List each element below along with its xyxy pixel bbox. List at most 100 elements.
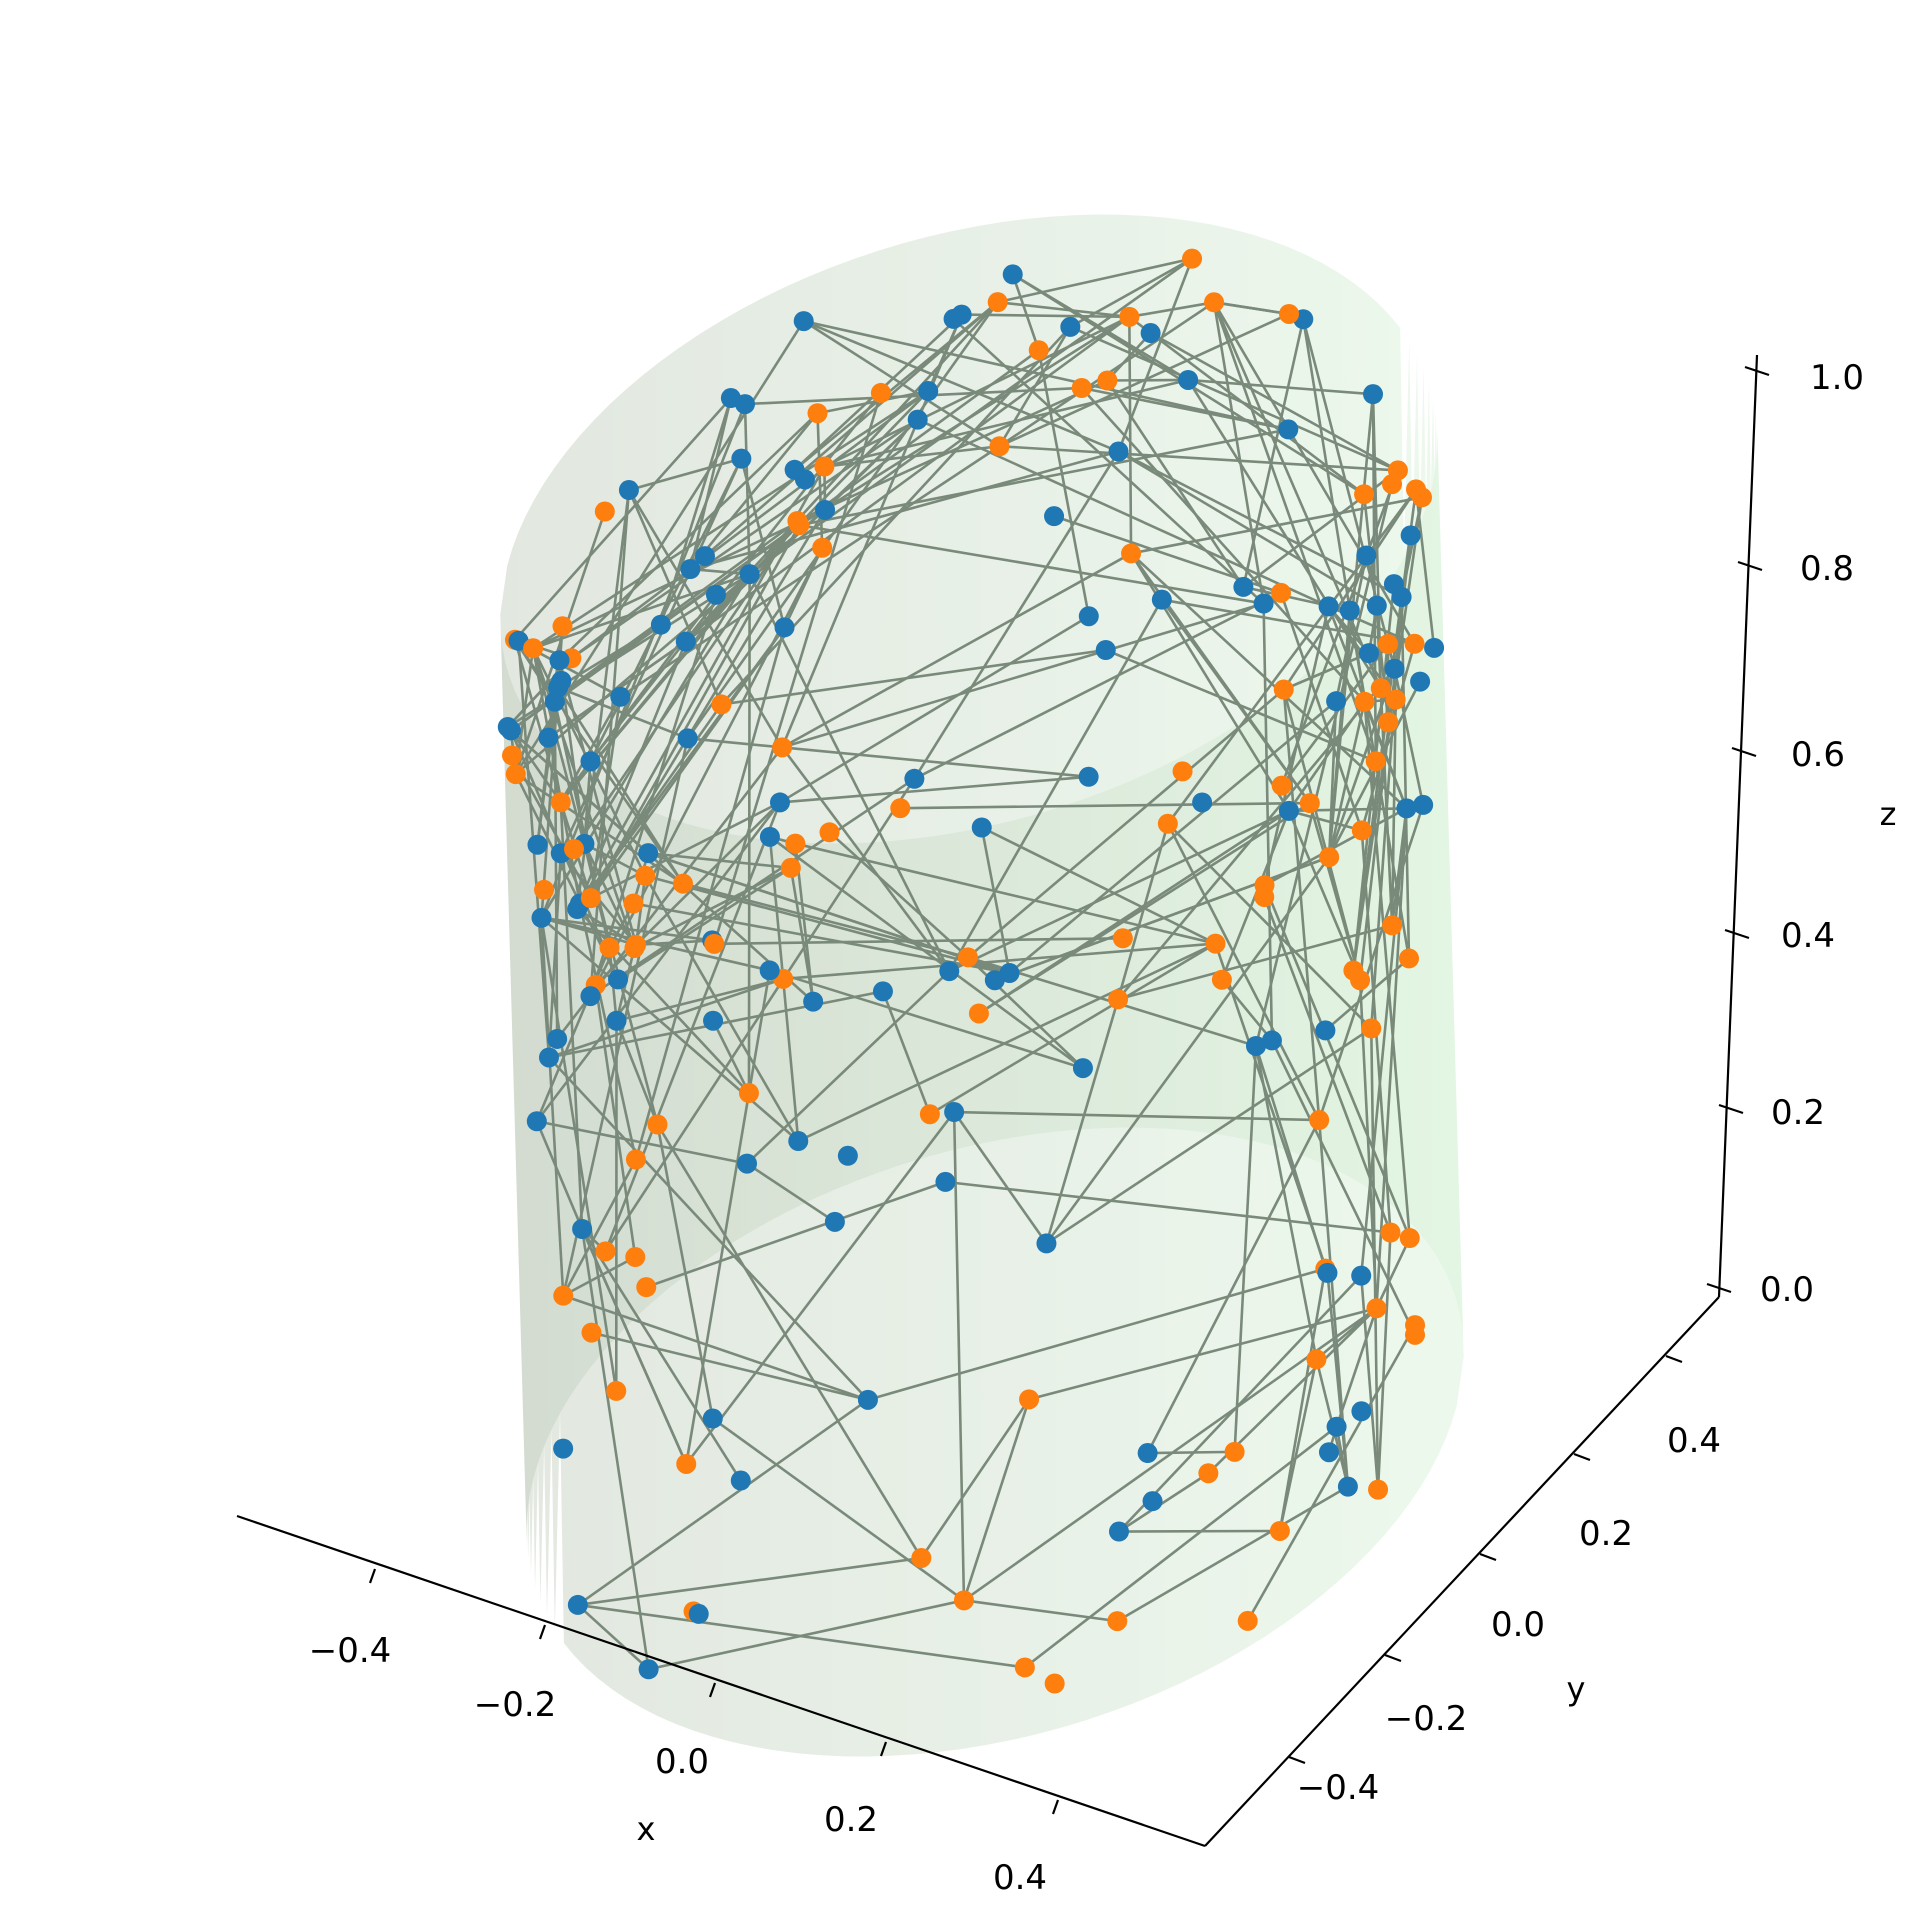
node-blue [972, 817, 992, 837]
node-blue [703, 1409, 723, 1429]
graph-edge [1148, 1452, 1235, 1453]
node-orange [890, 798, 910, 818]
z-tick [1738, 562, 1762, 570]
node-orange [1270, 1521, 1290, 1541]
node-blue [1036, 1233, 1056, 1253]
node-blue [1152, 590, 1172, 610]
node-orange [1309, 1110, 1329, 1130]
node-blue [1351, 1401, 1371, 1421]
node-orange [808, 403, 828, 423]
node-blue [1143, 1491, 1163, 1511]
x-tick-label: 0.2 [824, 1800, 878, 1840]
node-blue [1338, 1477, 1358, 1497]
node-blue [568, 1595, 588, 1615]
node-blue [1178, 370, 1198, 390]
node-blue [1392, 587, 1412, 607]
node-blue [944, 309, 964, 329]
x-axis-label: x [637, 1810, 656, 1848]
node-blue [547, 1029, 567, 1049]
node-orange [1350, 970, 1370, 990]
z-tick-label: 0.8 [1800, 549, 1854, 589]
node-orange [1097, 370, 1117, 390]
y-tick-label: 0.0 [1491, 1605, 1545, 1645]
node-blue [873, 981, 893, 1001]
node-orange [564, 839, 584, 859]
node-blue [1319, 596, 1339, 616]
node-blue [545, 692, 565, 712]
node-orange [704, 934, 724, 954]
node-orange [1108, 989, 1128, 1009]
node-orange [911, 1548, 931, 1568]
node-orange [1029, 340, 1049, 360]
x-tick [1053, 1800, 1058, 1814]
node-blue [610, 687, 630, 707]
node-orange [1378, 634, 1398, 654]
x-tick-label: −0.4 [309, 1631, 392, 1671]
node-orange [954, 1590, 974, 1610]
y-tick-label: −0.2 [1385, 1699, 1468, 1739]
node-orange [636, 1277, 656, 1297]
node-orange [624, 938, 644, 958]
node-blue [944, 1102, 964, 1122]
node-blue [1385, 659, 1405, 679]
node-blue [803, 992, 823, 1012]
node-orange [1279, 304, 1299, 324]
node-orange [812, 538, 832, 558]
node-blue [607, 1011, 627, 1031]
node-orange [623, 893, 643, 913]
node-blue [706, 585, 726, 605]
node-orange [785, 834, 805, 854]
node-orange [819, 822, 839, 842]
node-blue [1279, 801, 1299, 821]
x-tick [540, 1625, 545, 1639]
node-blue [527, 835, 547, 855]
node-orange [772, 737, 792, 757]
z-tick-label: 1.0 [1810, 358, 1864, 398]
node-blue [1351, 1266, 1371, 1286]
node-blue [538, 728, 558, 748]
node-blue [1363, 384, 1383, 404]
node-blue [1073, 1058, 1093, 1078]
node-orange [553, 616, 573, 636]
node-blue [1315, 1020, 1335, 1040]
y-tick-label: −0.4 [1297, 1768, 1380, 1808]
node-blue [770, 792, 790, 812]
node-blue [760, 960, 780, 980]
node-orange [581, 888, 601, 908]
node-blue [501, 720, 521, 740]
graph-edge [1107, 380, 1188, 381]
node-orange [1352, 820, 1372, 840]
node-orange [787, 511, 807, 531]
node-blue [794, 311, 814, 331]
node-blue [935, 1172, 955, 1192]
node-orange [582, 1323, 602, 1343]
node-orange [502, 745, 522, 765]
node-blue [572, 1219, 592, 1239]
cylinder-surface [500, 215, 1463, 1757]
node-blue [1096, 640, 1116, 660]
node-blue [1079, 767, 1099, 787]
node-orange [625, 1247, 645, 1267]
node-blue [695, 546, 715, 566]
node-orange [969, 1003, 989, 1023]
node-blue [1326, 691, 1346, 711]
node-blue [918, 381, 938, 401]
node-orange [989, 436, 1009, 456]
node-blue [815, 500, 835, 520]
node-blue [1233, 577, 1253, 597]
node-orange [1113, 928, 1133, 948]
z-tick-label: 0.2 [1771, 1093, 1825, 1133]
node-orange [1319, 847, 1339, 867]
node-orange [1121, 543, 1141, 563]
node-orange [1366, 751, 1386, 771]
node-orange [1272, 776, 1292, 796]
node-blue [760, 827, 780, 847]
node-orange [606, 1381, 626, 1401]
node-orange [1412, 487, 1432, 507]
node-orange [1355, 692, 1375, 712]
node-blue [1079, 606, 1099, 626]
node-orange [988, 292, 1008, 312]
node-blue [1254, 594, 1274, 614]
node-blue [527, 1111, 547, 1131]
